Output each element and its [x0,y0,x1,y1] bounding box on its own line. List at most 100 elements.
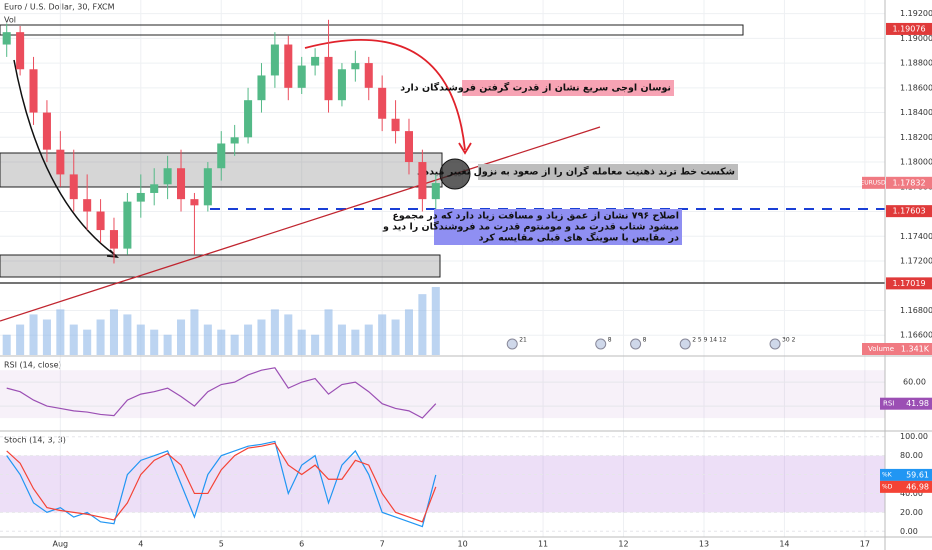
note-box [462,80,674,96]
y-tick-label: 1.18000 [900,158,932,167]
price-tag [886,176,932,189]
volume-bar [2,334,11,355]
curve-arrow [13,59,116,256]
x-tick-label: 14 [779,540,789,549]
resistance-box [0,24,744,36]
x-tick-label: 13 [699,540,709,549]
stoch-line [6,442,437,523]
volume-bar [136,324,145,355]
x-tick-label: Aug [53,540,69,549]
stoch-tag [880,480,932,493]
candle-body [230,137,239,144]
stoch-tag-name: %K [882,471,893,478]
candle-body [391,118,400,132]
stoch-band [0,455,885,513]
trend-line [0,126,601,322]
volume-bar [150,329,159,355]
x-tick-label: 17 [860,540,870,549]
volume-bar [203,324,212,355]
candle-body [69,174,78,200]
volume-bar [257,319,266,355]
y-tick-label: 1.18800 [900,59,932,68]
y-tick-label: 1.18400 [900,108,932,117]
volume-bar [324,309,333,355]
annotation: میشود شتاب قدرت مد و مومنتوم قدرت مد فرو… [382,221,679,233]
volume-bar [404,309,413,355]
x-tick-label: 10 [458,540,468,549]
stoch-title: Stoch (14, 3, 3) [4,436,66,445]
volume-tag-name: Volume [868,345,894,353]
event-icon [630,338,642,350]
volume-bar [163,334,172,355]
candle-body [177,168,186,200]
candle-body [2,32,11,45]
candle-body [378,87,387,119]
event-icon [679,338,691,350]
y-tick-label: 0.00 [900,527,918,536]
candle-body [431,183,440,200]
rsi-tag-value: 41.98 [906,399,929,408]
y-tick-label: 1.18600 [900,83,932,92]
candle-body [123,201,132,249]
volume-bar [230,334,239,355]
event-label: 8 [608,337,612,344]
volume-tag [862,343,932,355]
y-tick-label: 40.00 [900,489,923,498]
event-label: 2 5 9 14 12 [692,337,727,344]
candle-body [364,63,373,88]
price-tag [886,277,932,290]
candle-body [351,63,360,70]
price-tag-label: 1.17832 [892,178,925,187]
x-tick-label: 5 [219,540,224,549]
event-icon [506,338,518,350]
volume-bar [311,334,320,355]
candle-body [418,162,427,200]
y-tick-label: 1.17400 [900,232,932,241]
volume-bar [391,319,400,355]
y-tick-label: 1.18200 [900,133,932,142]
volume-bar [177,319,186,355]
candle-body [16,32,25,70]
y-tick-label: 1.16800 [900,306,932,315]
candle-body [203,168,212,206]
volume-bar [418,294,427,355]
volume-bar [431,286,440,355]
volume-bar [270,309,279,355]
volume-bar [69,324,78,355]
arrow-head [106,249,120,258]
volume-bar [244,324,253,355]
stoch-tag-value: 59.61 [906,470,929,479]
price-tag [886,205,932,218]
price-tag-name: EURUSD [860,179,886,186]
volume-bar [109,309,118,355]
stoch-line [6,440,437,528]
candle-body [163,168,172,185]
rsi-band [0,370,885,419]
y-tick-label: 20.00 [900,508,923,517]
volume-title: Vol [4,16,16,25]
y-tick-label: 80.00 [900,451,923,460]
volume-bar [378,314,387,355]
volume-bar [337,324,346,355]
candle-body [83,199,92,212]
volume-bar [42,319,51,355]
candle-body [29,69,38,113]
highlight-circle [439,158,471,190]
candle-body [257,75,266,101]
candle-body [297,65,306,88]
rsi-line [6,367,437,419]
chart-title: Euro / U.S. Dollar, 30, FXCM [4,3,115,12]
candle-body [270,44,279,76]
volume-bar [83,329,92,355]
candle-body [190,199,199,206]
volume-bar [351,329,360,355]
annotation: شکست خط ترند ذهنیت معامله گران را از صعو… [417,166,735,178]
candle-body [56,149,65,175]
volume-bar [284,314,293,355]
annotation: اصلاح ۷۹۶ نشان از عمق زیاد و مسافت زیاد … [392,211,679,222]
event-label: 21 [519,337,527,344]
x-tick-label: 12 [618,540,628,549]
event-label: 30 2 [782,337,796,344]
